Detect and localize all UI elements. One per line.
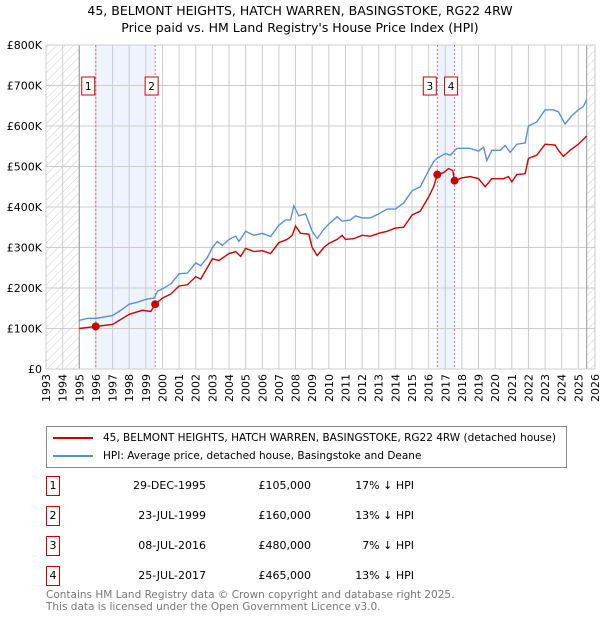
legend-label-price: 45, BELMONT HEIGHTS, HATCH WARREN, BASIN… <box>103 432 556 444</box>
x-tick-label: 2023 <box>539 374 552 402</box>
sale-label-box <box>81 76 96 96</box>
x-tick-label: 2006 <box>256 374 269 402</box>
y-tick-label: £600K <box>7 120 43 133</box>
x-tick-label: 1996 <box>90 374 103 402</box>
x-tick-label: 2003 <box>206 374 219 402</box>
sale-number: 3 <box>46 536 60 556</box>
plot-area: 1993 1994 1995 1996 1997 1998 1999 2000 2001 2002… <box>7 39 600 402</box>
x-tick-label: 2019 <box>473 374 486 402</box>
sale-label-box <box>444 76 459 96</box>
x-tick-label: 2015 <box>406 374 419 402</box>
series-line-price <box>79 135 588 330</box>
x-tick-label: 2012 <box>356 374 369 402</box>
sale-row: 2 23-JUL-1999 £160,000 13% ↓ HPI <box>46 506 566 526</box>
sale-label-box <box>422 76 437 96</box>
x-tick-label: 2018 <box>456 374 469 402</box>
x-tick-label: 1994 <box>57 374 70 402</box>
sale-point <box>433 170 442 179</box>
y-tick-label: £500K <box>7 161 43 174</box>
y-tick-label: £100K <box>7 323 43 336</box>
sale-point <box>151 300 160 309</box>
sale-hpi-diff: 17% ↓ HPI <box>355 479 414 492</box>
sale-date: 29-DEC-1995 <box>132 479 206 492</box>
y-tick-label: £200K <box>7 282 43 295</box>
x-tick-label: 1997 <box>107 374 120 402</box>
sale-point <box>91 322 100 331</box>
sale-date: 23-JUL-1999 <box>138 509 206 522</box>
legend: 45, BELMONT HEIGHTS, HATCH WARREN, BASIN… <box>46 426 567 468</box>
x-tick-label: 2024 <box>556 374 569 402</box>
sale-label: 2 <box>148 81 155 93</box>
x-tick-label: 2020 <box>489 374 502 402</box>
legend-swatch-hpi <box>53 455 93 457</box>
legend-swatch-price <box>53 437 93 439</box>
x-tick-label: 2005 <box>240 374 253 402</box>
sale-point <box>450 176 459 185</box>
footer: Contains HM Land Registry data © Crown c… <box>46 589 455 613</box>
x-tick-label: 2021 <box>506 374 519 402</box>
chart-subtitle: Price paid vs. HM Land Registry's House … <box>121 20 479 35</box>
x-tick-label: 2009 <box>306 374 319 402</box>
sale-date: 08-JUL-2016 <box>138 539 206 552</box>
y-tick-label: £800K <box>7 39 43 52</box>
x-tick-label: 2022 <box>522 374 535 402</box>
sale-row: 4 25-JUL-2017 £465,000 13% ↓ HPI <box>46 566 566 586</box>
sale-label: 3 <box>426 81 433 93</box>
sale-label: 4 <box>448 81 455 93</box>
x-tick-label: 2001 <box>173 374 186 402</box>
plot-border <box>45 44 596 370</box>
sale-price: £105,000 <box>258 479 312 492</box>
sale-price: £480,000 <box>258 539 312 552</box>
x-tick-label: 1993 <box>40 374 53 402</box>
x-tick-label: 2010 <box>323 374 336 402</box>
x-tick-label: 1998 <box>123 374 136 402</box>
sale-hpi-diff: 13% ↓ HPI <box>355 569 414 582</box>
sale-label-box <box>144 76 159 96</box>
sale-label: 1 <box>85 81 92 93</box>
sale-hpi-diff: 7% ↓ HPI <box>362 539 414 552</box>
series-line-hpi <box>79 99 588 322</box>
x-tick-label: 2004 <box>223 374 236 402</box>
y-tick-label: £300K <box>7 242 43 255</box>
footer-line-2: This data is licensed under the Open Gov… <box>46 600 381 613</box>
y-tick-label: £0 <box>28 363 42 376</box>
sale-date: 25-JUL-2017 <box>138 569 206 582</box>
x-tick-label: 2013 <box>373 374 386 402</box>
x-tick-label: 2017 <box>439 374 452 402</box>
sale-hpi-diff: 13% ↓ HPI <box>355 509 414 522</box>
x-tick-label: 2025 <box>572 374 585 402</box>
x-tick-label: 2014 <box>389 374 402 402</box>
x-tick-label: 2026 <box>589 374 600 402</box>
y-tick-label: £400K <box>7 201 43 214</box>
sale-row: 3 08-JUL-2016 £480,000 7% ↓ HPI <box>46 536 566 556</box>
sale-price: £465,000 <box>258 569 312 582</box>
x-tick-label: 2011 <box>339 374 352 402</box>
legend-label-hpi: HPI: Average price, detached house, Basi… <box>103 450 422 462</box>
chart-title: 45, BELMONT HEIGHTS, HATCH WARREN, BASIN… <box>87 3 513 18</box>
y-tick-label: £700K <box>7 80 43 93</box>
x-tick-label: 1999 <box>140 374 153 402</box>
sale-row: 1 29-DEC-1995 £105,000 17% ↓ HPI <box>46 476 566 496</box>
sale-number: 4 <box>46 566 60 586</box>
footer-line-1: Contains HM Land Registry data © Crown c… <box>46 589 455 601</box>
sale-price: £160,000 <box>258 509 312 522</box>
x-tick-label: 2016 <box>423 374 436 402</box>
sale-number: 1 <box>46 476 60 496</box>
x-tick-label: 2007 <box>273 374 286 402</box>
sale-number: 2 <box>46 506 60 526</box>
x-tick-label: 1995 <box>73 374 86 402</box>
x-tick-label: 2002 <box>190 374 203 402</box>
x-tick-label: 2000 <box>156 374 169 402</box>
x-tick-label: 2008 <box>290 374 303 402</box>
